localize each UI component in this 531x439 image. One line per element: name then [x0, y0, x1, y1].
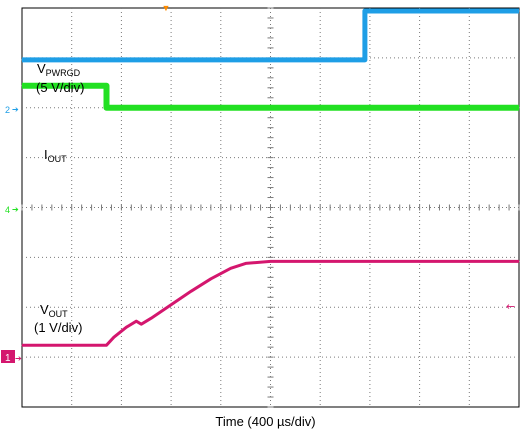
iout-label-sub: OUT: [47, 154, 67, 164]
trace-point-iout: [106, 107, 107, 109]
trace-point-vout: [113, 336, 115, 338]
channel-markers: ▼ 2 ➔ 4 ➔ 1 ➔ ←: [1, 3, 515, 364]
trace-point-iout: [110, 107, 111, 109]
trace-point-vout: [210, 278, 212, 280]
trace-vout: [22, 259, 519, 347]
trace-point-vout: [518, 260, 520, 262]
trace-point-vout: [21, 344, 23, 346]
vout-label-main: V: [40, 302, 49, 317]
trigger-marker: ▼: [162, 3, 171, 13]
trace-point-vout: [140, 323, 142, 325]
trace-point-vpwrgd: [518, 10, 520, 12]
vout-label: VOUT: [40, 302, 68, 319]
vpwrgd-label-sub: PWRGD: [45, 68, 81, 78]
vout-label-sub: OUT: [48, 309, 68, 319]
trace-point-vout: [125, 326, 127, 328]
vpwrgd-scale: (5 V/div): [36, 80, 85, 95]
iout-label: IOUT: [44, 147, 67, 164]
trace-point-vpwrgd: [21, 59, 23, 61]
trace-point-vout: [150, 317, 152, 319]
vpwrgd-label-main: V: [37, 61, 46, 76]
ch1-marker-box: [1, 350, 15, 363]
iout-label-main: I: [44, 147, 48, 162]
vpwrgd-label: VPWRGD: [37, 61, 80, 78]
trace-point-vout: [190, 290, 192, 292]
ch2-marker: 2: [5, 105, 10, 115]
trace-point-iout: [106, 85, 107, 87]
x-axis-label: Time (400 µs/div): [215, 414, 316, 429]
traces: [21, 8, 520, 347]
ch1-arrow-icon: ➔: [15, 354, 22, 363]
ch2-arrow-icon: ➔: [12, 105, 19, 114]
ch4-marker: 4: [5, 205, 10, 215]
trace-point-vpwrgd: [202, 59, 204, 61]
trace-point-iout: [21, 85, 23, 87]
ref-arrow-icon: ←: [506, 300, 515, 313]
trace-point-vpwrgd: [364, 10, 366, 12]
trace-point-vout: [170, 304, 172, 306]
trace-point-iout: [518, 107, 520, 109]
trace-point-vout: [245, 262, 247, 264]
ch4-arrow-icon: ➔: [12, 205, 19, 214]
trace-point-vout: [230, 267, 232, 269]
trace-point-vpwrgd: [364, 59, 366, 61]
trace-point-vout: [270, 260, 271, 262]
vout-scale: (1 V/div): [34, 320, 83, 335]
trace-point-vout: [106, 344, 107, 346]
ch1-marker: 1: [5, 353, 11, 364]
trace-point-vout: [135, 320, 137, 322]
